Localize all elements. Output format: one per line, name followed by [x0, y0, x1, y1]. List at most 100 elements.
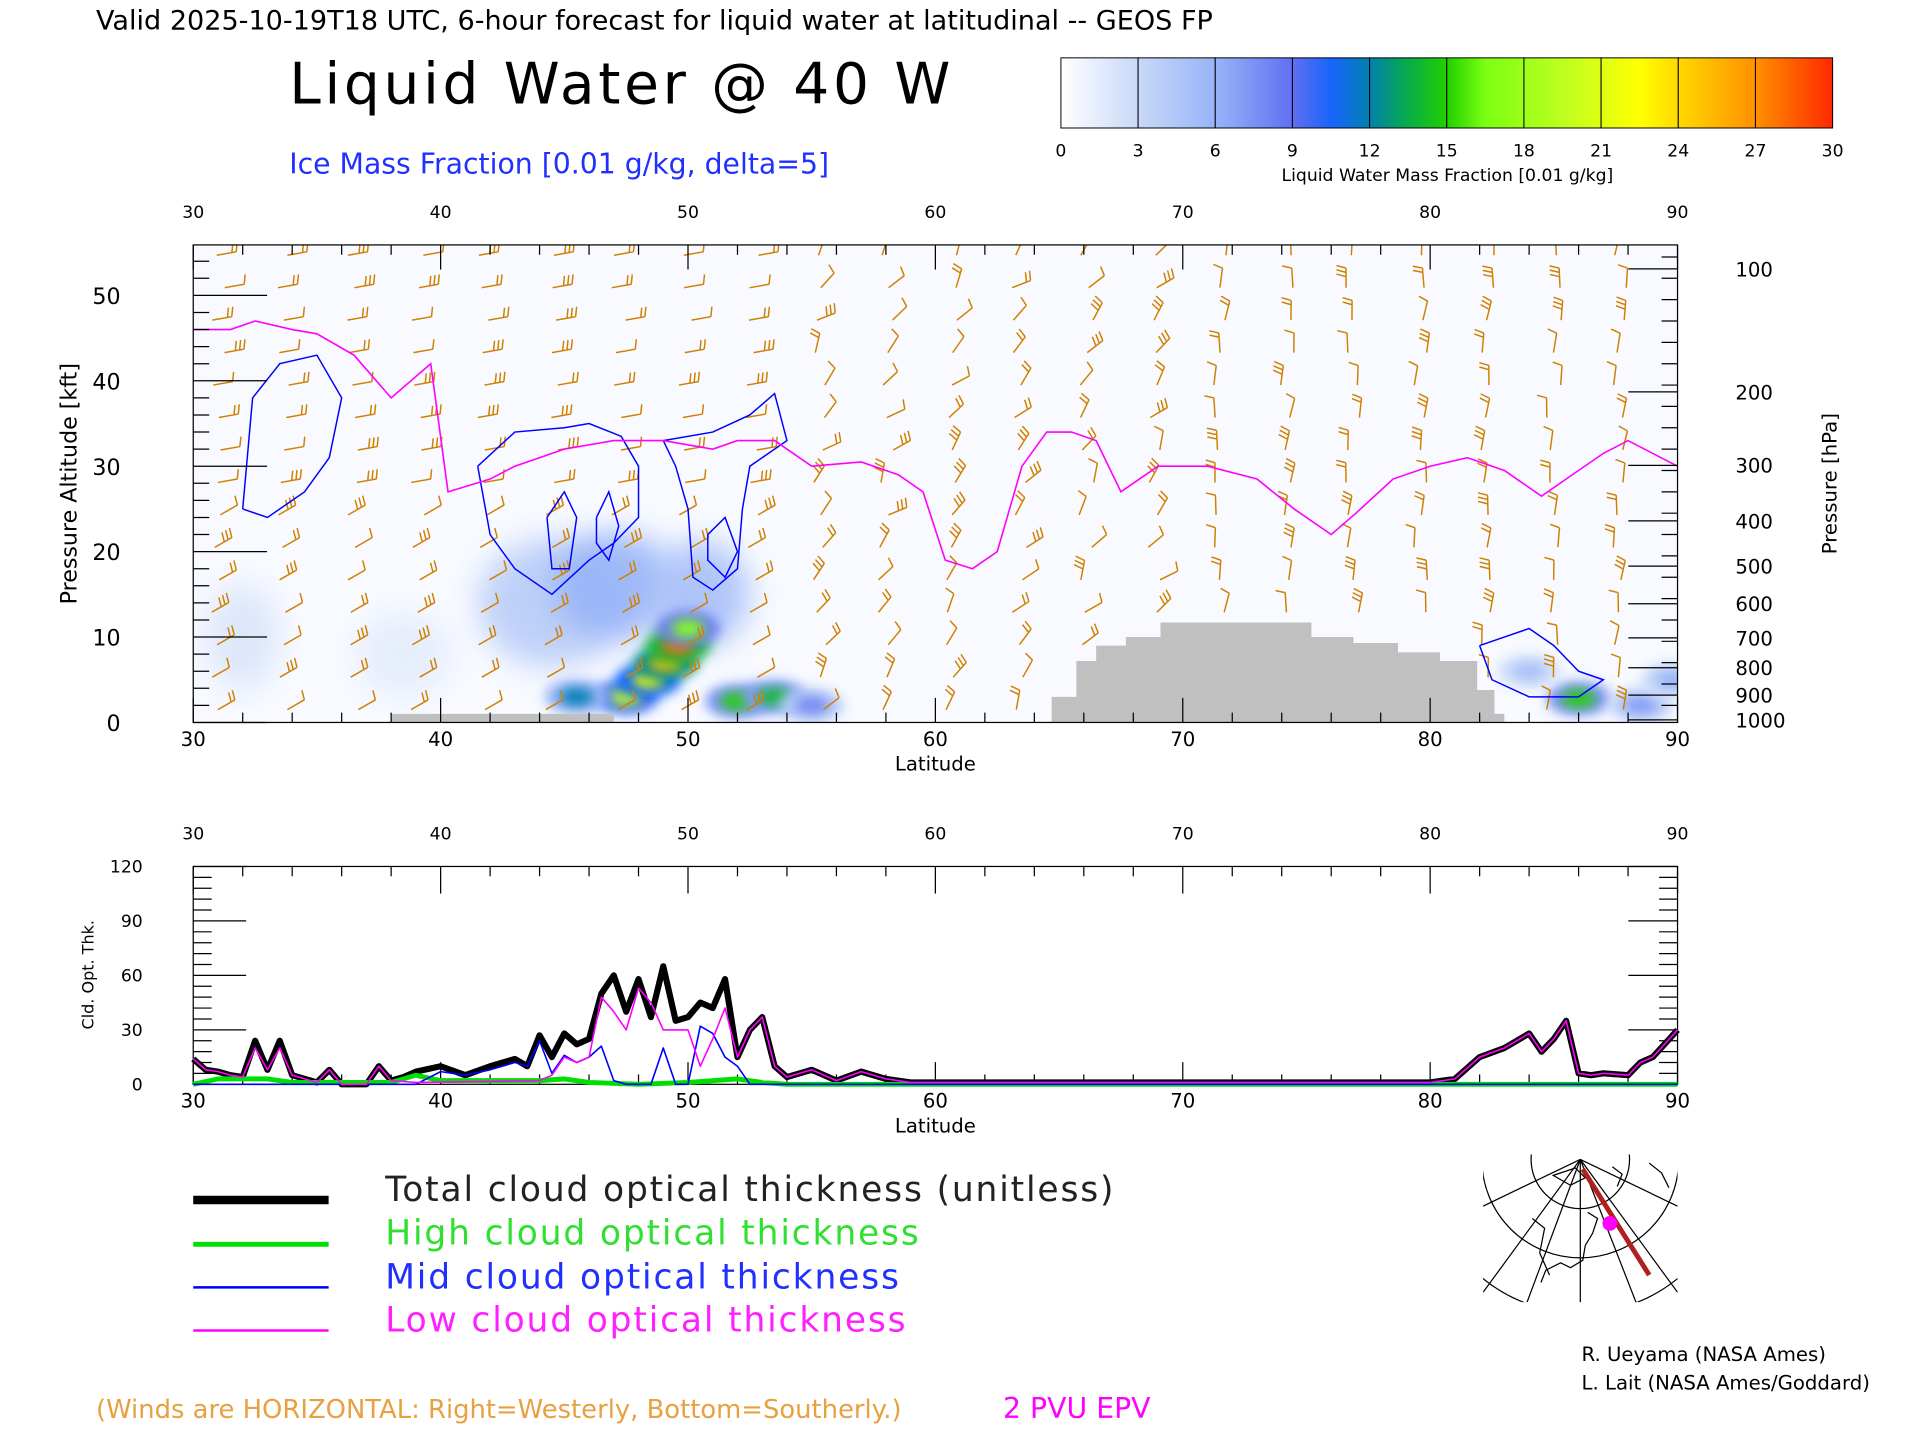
- legend-label-total: Total cloud optical thickness (unitless): [384, 1170, 1115, 1210]
- wind-barb: [1336, 264, 1347, 288]
- colorbar-tick-label: 3: [1133, 141, 1144, 161]
- wind-barb: [953, 457, 967, 483]
- wind-barb: [1077, 489, 1087, 516]
- colorbar-tick-label: 24: [1667, 141, 1689, 161]
- wind-barb: [684, 339, 706, 354]
- wind-barb-shape: [224, 274, 246, 289]
- wind-barb: [888, 266, 905, 289]
- wind-barb: [1081, 426, 1097, 451]
- x-top-tick-label: 70: [1172, 824, 1194, 844]
- x-top-tick-label: 50: [677, 824, 699, 844]
- wind-barb-shape: [1606, 361, 1617, 386]
- wind-barb-shape: [1547, 490, 1559, 516]
- wind-barb-shape: [1206, 361, 1217, 386]
- colorbar-label: Liquid Water Mass Fraction [0.01 g/kg]: [1282, 166, 1614, 186]
- ice-contour: [595, 489, 620, 562]
- wind-barb: [1618, 425, 1629, 451]
- wind-barb-shape: [620, 625, 639, 646]
- wind-barb-shape: [945, 587, 955, 613]
- wind-barb-shape: [1020, 360, 1032, 386]
- wind-barb-shape: [1282, 265, 1294, 288]
- wind-barb: [545, 495, 565, 516]
- wind-barb-shape: [625, 657, 644, 678]
- wind-barb: [1284, 329, 1295, 353]
- wind-barb-shape: [757, 495, 776, 516]
- wind-barb-shape: [753, 339, 775, 354]
- wind-barb-shape: [1336, 264, 1347, 288]
- wind-barb-shape: [1147, 525, 1165, 548]
- wind-barb-shape: [1011, 270, 1032, 289]
- liquid-water-cell: [1511, 662, 1547, 680]
- wind-barb: [1418, 328, 1431, 353]
- wind-barb: [278, 495, 297, 516]
- wind-barb: [1149, 397, 1169, 419]
- wind-barb-shape: [411, 625, 431, 646]
- wind-barb-shape: [1012, 296, 1027, 321]
- x-tick-label: 40: [428, 728, 453, 751]
- wind-barb-shape: [888, 266, 905, 289]
- wind-barb: [1283, 523, 1295, 548]
- pressure-tick-label: 100: [1735, 258, 1773, 281]
- x-tick-label: 60: [923, 1090, 948, 1113]
- wind-barb-shape: [1278, 425, 1291, 451]
- wind-barb-shape: [1154, 360, 1166, 386]
- pressure-axis-label: Pressure [hPa]: [1818, 413, 1841, 554]
- wind-barb-shape: [1018, 620, 1032, 646]
- wind-barb: [757, 495, 776, 516]
- ice-contour: [662, 392, 788, 591]
- main-title: Liquid Water @ 40 W: [289, 51, 954, 117]
- wind-barb-shape: [1026, 527, 1044, 548]
- wind-barb: [287, 244, 309, 256]
- wind-barb: [746, 690, 765, 711]
- pressure-tick-label: 600: [1735, 593, 1773, 616]
- wind-barb-shape: [955, 244, 960, 256]
- wind-barb: [1547, 328, 1558, 353]
- y-tick-label: 10: [92, 626, 120, 652]
- wind-barb-shape: [625, 306, 647, 321]
- wind-barb-shape: [423, 495, 442, 516]
- legend-label-high: High cloud optical thickness: [385, 1213, 920, 1253]
- y-tick-label: 120: [110, 858, 143, 878]
- wind-barb-shape: [879, 522, 890, 548]
- colorbar-segment: [1677, 57, 1756, 129]
- wind-barb: [1479, 393, 1491, 418]
- wind-barb: [1155, 329, 1171, 354]
- wind-barb: [951, 365, 971, 386]
- wind-barb-shape: [283, 625, 302, 646]
- wind-barb: [347, 560, 366, 581]
- x-top-tick-label: 40: [430, 203, 452, 223]
- wind-barb: [1206, 361, 1217, 386]
- wind-barb-shape: [1156, 490, 1169, 516]
- wind-barb-shape: [747, 527, 767, 549]
- wind-barb-shape: [691, 306, 713, 321]
- wind-barb: [822, 524, 837, 548]
- y-tick-label: 30: [121, 1021, 143, 1041]
- wind-barb: [1088, 266, 1106, 289]
- wind-barb: [816, 303, 836, 321]
- x-tick-label: 80: [1418, 728, 1443, 751]
- location-marker: [1602, 1216, 1618, 1231]
- wind-barb-shape: [825, 622, 841, 646]
- wind-barb-shape: [1156, 268, 1175, 289]
- wind-barb: [748, 306, 771, 321]
- wind-barb-shape: [881, 684, 892, 710]
- wind-barb-shape: [1552, 361, 1563, 386]
- wind-barb-shape: [682, 404, 705, 419]
- legend-label-mid: Mid cloud optical thickness: [385, 1258, 901, 1298]
- wind-barb-shape: [1549, 265, 1561, 288]
- wind-barb: [685, 469, 707, 484]
- wind-barb: [1282, 555, 1293, 580]
- wind-barb-shape: [423, 244, 445, 256]
- wind-barb: [410, 690, 429, 711]
- wind-barb: [1278, 425, 1291, 451]
- wind-barb-shape: [1608, 589, 1620, 613]
- wind-barb: [348, 339, 371, 354]
- wind-barb-shape: [686, 625, 705, 646]
- pressure-tick-label: 300: [1735, 455, 1773, 478]
- wind-barb-shape: [1283, 457, 1296, 483]
- wind-barb: [419, 560, 438, 581]
- wind-barb-shape: [892, 430, 912, 451]
- wind-barb-shape: [1610, 653, 1621, 678]
- x-tick-label: 30: [181, 1090, 206, 1113]
- wind-barb-shape: [682, 657, 701, 678]
